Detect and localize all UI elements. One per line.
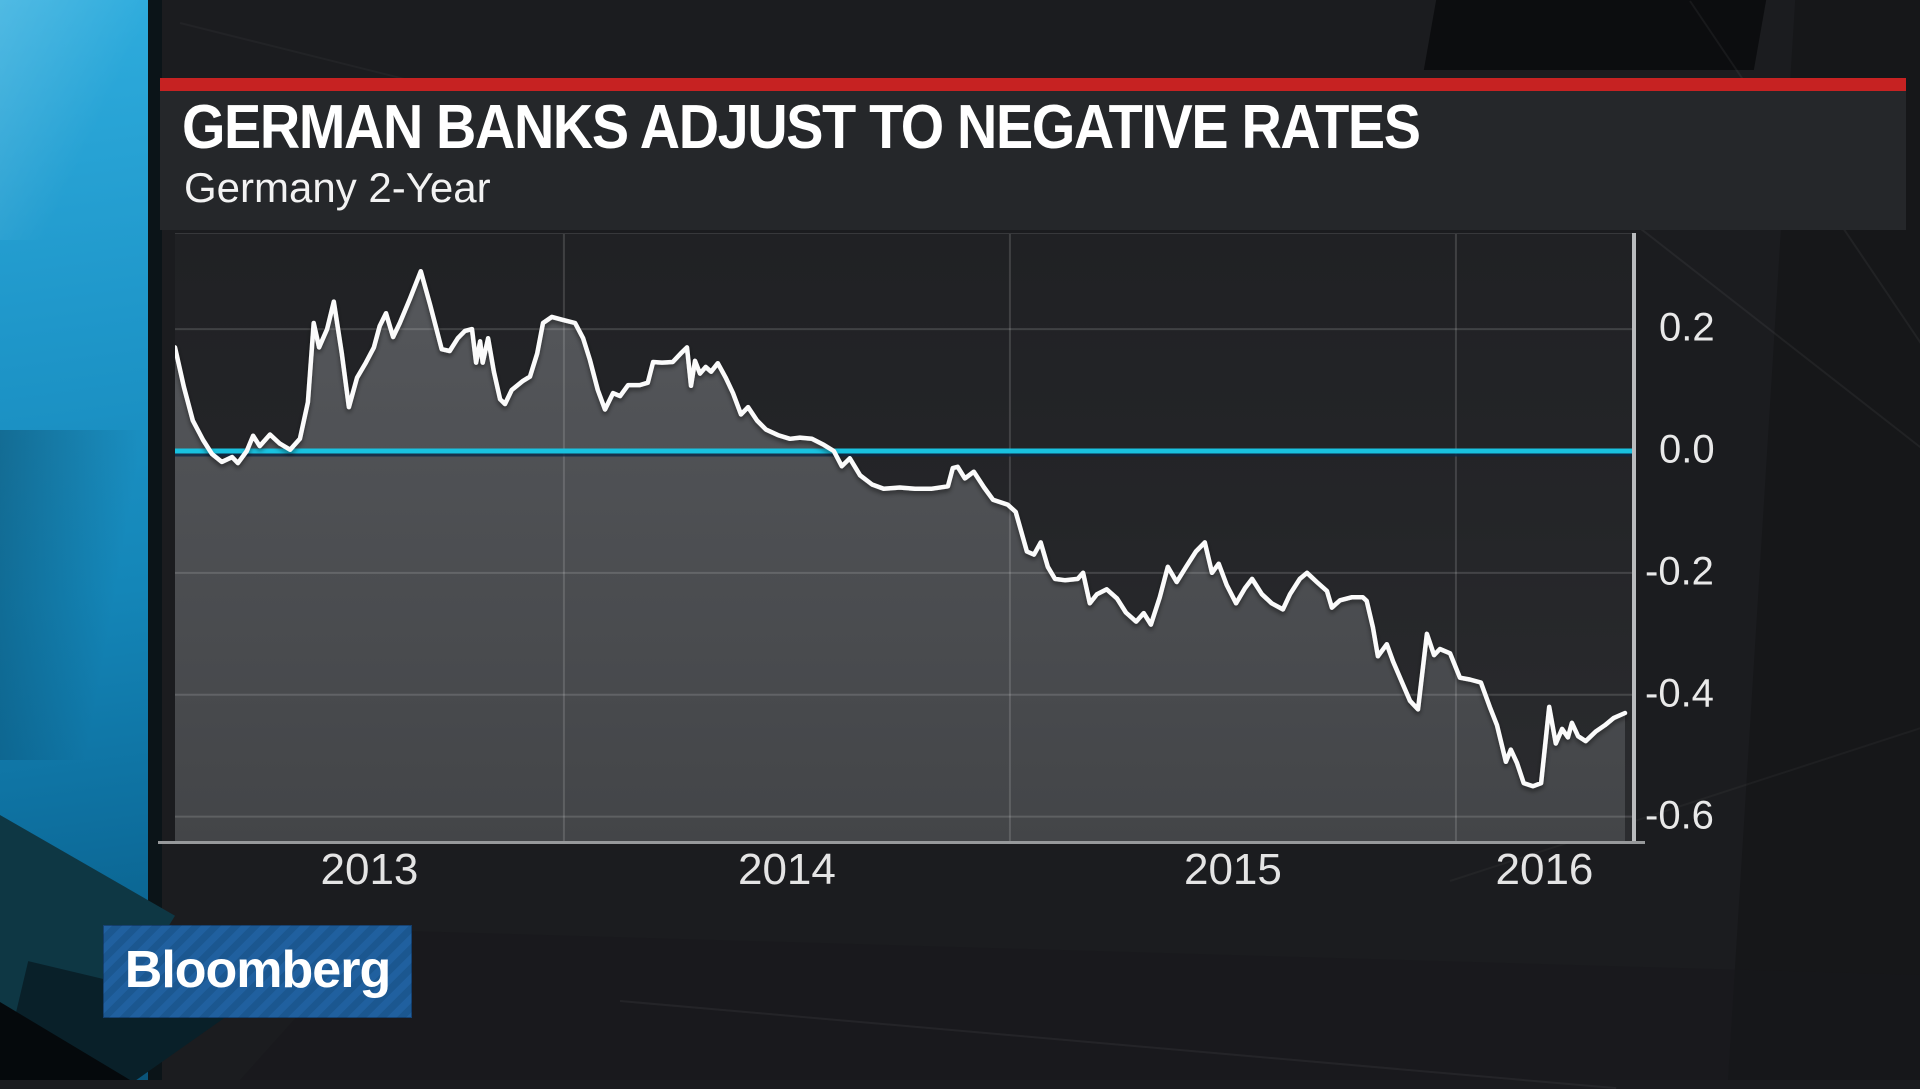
chart-title: GERMAN BANKS ADJUST TO NEGATIVE RATES bbox=[182, 93, 1421, 162]
x-axis-line bbox=[158, 841, 1645, 844]
left-blue-stripe-highlight bbox=[0, 0, 148, 240]
y-tick-label: -0.4 bbox=[1645, 671, 1714, 716]
y-tick-label: 0.2 bbox=[1659, 305, 1715, 350]
left-stripe-edge bbox=[148, 0, 162, 1080]
x-tick-label: 2016 bbox=[1495, 845, 1594, 894]
chart-subtitle: Germany 2-Year bbox=[184, 164, 491, 211]
bg-diagonal-line bbox=[619, 1000, 1617, 1089]
y-tick-label: 0.0 bbox=[1659, 427, 1715, 472]
bloomberg-logo-text: Bloomberg bbox=[124, 940, 391, 999]
x-tick-label: 2014 bbox=[737, 845, 836, 894]
series-line bbox=[175, 268, 1628, 789]
chart-header: GERMAN BANKS ADJUST TO NEGATIVE RATES Ge… bbox=[160, 78, 1906, 230]
y-tick-label: -0.6 bbox=[1645, 793, 1714, 838]
x-tick-label: 2015 bbox=[1183, 845, 1282, 894]
bloomberg-logo: Bloomberg bbox=[103, 925, 412, 1018]
y-tick-label: -0.2 bbox=[1645, 549, 1714, 594]
red-accent-bar bbox=[160, 78, 1906, 91]
x-tick-label: 2013 bbox=[320, 845, 419, 894]
y-axis-line bbox=[1632, 233, 1636, 843]
bg-facet-bottom bbox=[240, 930, 1920, 1080]
chart-plot-area bbox=[175, 233, 1633, 841]
left-blue-stripe-shadow bbox=[0, 430, 148, 760]
series-area-fill bbox=[175, 271, 1625, 841]
